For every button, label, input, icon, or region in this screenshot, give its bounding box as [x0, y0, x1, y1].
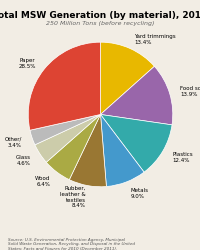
Text: Food scraps
13.9%: Food scraps 13.9%: [179, 86, 200, 96]
Wedge shape: [35, 115, 100, 162]
Wedge shape: [28, 43, 100, 131]
Text: Total MSW Generation (by material), 2010: Total MSW Generation (by material), 2010: [0, 11, 200, 20]
Text: Wood
6.4%: Wood 6.4%: [35, 176, 50, 186]
Text: Glass
4.6%: Glass 4.6%: [16, 155, 31, 166]
Wedge shape: [30, 115, 100, 145]
Text: Paper
28.5%: Paper 28.5%: [18, 58, 35, 68]
Text: Other/
3.4%: Other/ 3.4%: [4, 136, 22, 147]
Wedge shape: [100, 67, 172, 125]
Wedge shape: [100, 115, 171, 172]
Text: Plastics
12.4%: Plastics 12.4%: [171, 152, 192, 162]
Text: 250 Million Tons (before recycling): 250 Million Tons (before recycling): [46, 21, 154, 26]
Wedge shape: [69, 115, 106, 187]
Text: Yard trimmings
13.4%: Yard trimmings 13.4%: [134, 34, 175, 45]
Text: Metals
9.0%: Metals 9.0%: [129, 187, 147, 198]
Text: Rubber,
leather &
textiles
8.4%: Rubber, leather & textiles 8.4%: [59, 185, 85, 208]
Text: Source: U.S. Environmental Protection Agency, Municipal
Solid Waste Generation, : Source: U.S. Environmental Protection Ag…: [8, 237, 134, 250]
Wedge shape: [100, 115, 143, 187]
Wedge shape: [46, 115, 100, 180]
Wedge shape: [100, 43, 154, 115]
